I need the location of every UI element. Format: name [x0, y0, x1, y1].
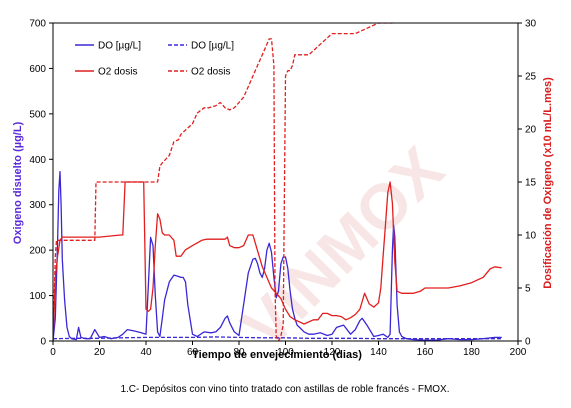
y-tick-label-left: 400	[29, 155, 46, 166]
x-tick-label: 20	[94, 347, 106, 358]
x-axis-label: Tiempo de envejecimiento (dias)	[192, 349, 362, 361]
y-axis-label-left: Oxigeno disuelto (µg/L)	[12, 121, 24, 244]
y-tick-label-right: 5	[525, 284, 531, 295]
y-tick-label-left: 0	[40, 337, 46, 348]
legend-label: DO [µg/L]	[191, 41, 234, 52]
y-tick-label-left: 600	[29, 64, 46, 75]
x-tick-label: 160	[417, 347, 434, 358]
series-line-o2-dosis-dashed	[53, 23, 394, 341]
legend-label: DO [µg/L]	[98, 41, 141, 52]
y-axis-label-right: Dosificación de Oxigeno (x10 mL/L.mes)	[542, 77, 554, 289]
x-tick-label: 120	[324, 347, 341, 358]
y-tick-label-left: 100	[29, 291, 46, 302]
x-tick-label: 40	[140, 347, 152, 358]
figure-caption: 1.C- Depósitos con vino tinto tratado co…	[120, 384, 449, 395]
x-tick-label: 140	[370, 347, 387, 358]
y-tick-label-right: 10	[525, 231, 537, 242]
x-tick-label: 60	[187, 347, 199, 358]
x-tick-label: 80	[233, 347, 245, 358]
y-tick-label-right: 0	[525, 337, 531, 348]
y-tick-label-left: 700	[29, 19, 46, 30]
x-tick-label: 200	[510, 347, 527, 358]
series-line-o2-dosis-solid	[53, 181, 502, 341]
y-tick-label-left: 500	[29, 109, 46, 120]
y-tick-label-left: 300	[29, 200, 46, 211]
legend: DO [µg/L] DO [µg/L] O2 dosis O2 dosis	[75, 41, 234, 78]
watermark: VINMOX	[228, 133, 458, 363]
plot-lines	[53, 23, 502, 341]
y-tick-label-right: 30	[525, 19, 537, 30]
x-tick-label: 180	[463, 347, 480, 358]
y-tick-label-right: 20	[525, 125, 537, 136]
y-tick-label-left: 200	[29, 246, 46, 257]
x-tick-label: 100	[277, 347, 294, 358]
series-line-do-solid	[53, 170, 502, 341]
y-tick-label-right: 15	[525, 178, 537, 189]
x-tick-label: 0	[50, 347, 56, 358]
legend-label: O2 dosis	[191, 67, 230, 78]
legend-label: O2 dosis	[98, 67, 137, 78]
series-line-do-dashed	[53, 336, 502, 340]
y-tick-label-right: 25	[525, 72, 537, 83]
axes: 0 20 40 60 80 100 120 140 160 180 2000100200300400…	[29, 19, 536, 359]
